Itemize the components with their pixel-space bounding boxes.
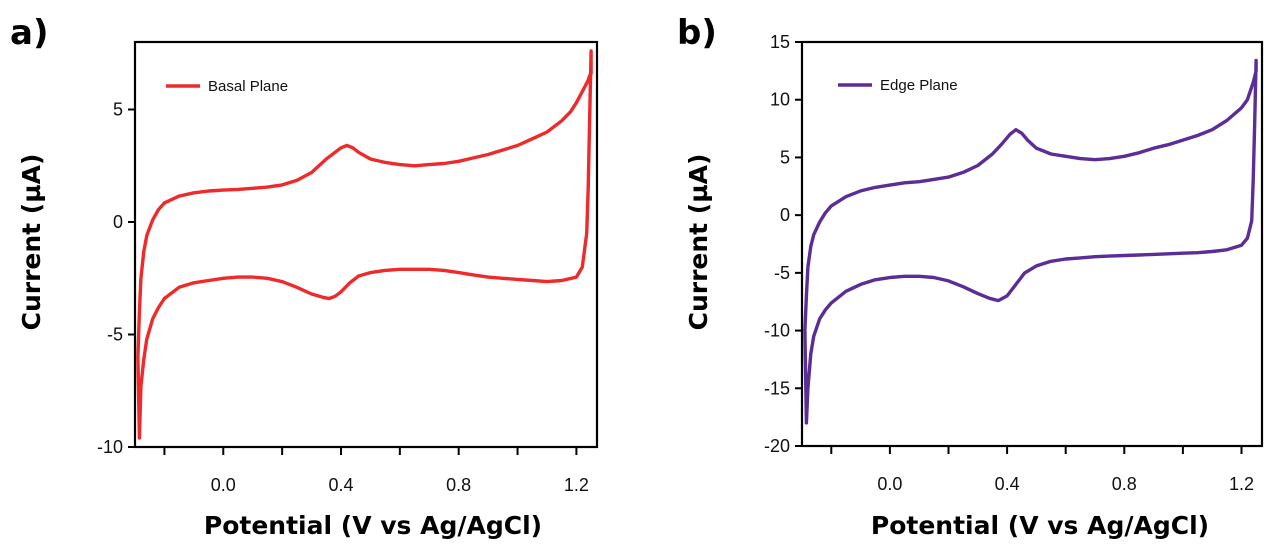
x-axis: 0.0 0.4 0.8 1.2 — [830, 446, 1254, 494]
legend-label: Basal Plane — [208, 78, 288, 95]
y-tick-label: 5 — [113, 100, 123, 120]
x-tick-label: 0.4 — [328, 475, 353, 495]
panel-label: b) — [677, 13, 717, 53]
panel-label: a) — [10, 13, 48, 53]
chart-panel-b: b) 0.0 0.4 0.8 1.2 -20 -15 -10 -5 0 5 10 15 Edge P… — [677, 13, 1264, 540]
x-tick-label: 1.2 — [564, 475, 589, 495]
y-tick-label: 0 — [780, 205, 790, 225]
y-tick-label: -20 — [764, 436, 790, 456]
y-axis: -10 -5 0 5 — [97, 100, 135, 457]
y-tick-label: 15 — [770, 32, 790, 52]
y-tick-label: 5 — [780, 147, 790, 167]
y-tick-label: -5 — [774, 263, 790, 283]
chart-panel-a: a) 0.0 0.4 0.8 1.2 -10 -5 0 5 Basal Plane Pote… — [10, 13, 599, 540]
y-tick-label: -10 — [764, 321, 790, 341]
plot-area — [136, 49, 593, 440]
x-tick-label: 0.8 — [1112, 474, 1137, 494]
plot-frame — [800, 40, 1264, 448]
plot-area — [803, 58, 1258, 425]
x-tick-label: 0.0 — [211, 475, 236, 495]
y-tick-label: -15 — [764, 378, 790, 398]
y-tick-label: 10 — [770, 90, 790, 110]
legend: Basal Plane — [166, 78, 288, 95]
y-axis-title: Current (µA) — [17, 154, 46, 331]
y-tick-label: -5 — [107, 325, 123, 345]
y-axis-title: Current (µA) — [684, 154, 713, 331]
x-tick-label: 0.0 — [877, 474, 902, 494]
x-axis-title: Potential (V vs Ag/AgCl) — [871, 511, 1209, 540]
y-tick-label: -10 — [97, 437, 123, 457]
x-tick-label: 0.4 — [995, 474, 1020, 494]
y-tick-label: 0 — [113, 212, 123, 232]
x-axis: 0.0 0.4 0.8 1.2 — [163, 447, 589, 495]
series-line — [803, 58, 1258, 425]
x-tick-label: 0.8 — [446, 475, 471, 495]
x-tick-label: 1.2 — [1229, 474, 1254, 494]
series-line — [136, 49, 593, 440]
y-axis: -20 -15 -10 -5 0 5 10 15 — [764, 32, 802, 456]
plot-frame — [133, 40, 599, 449]
legend-label: Edge Plane — [880, 77, 958, 94]
x-axis-title: Potential (V vs Ag/AgCl) — [204, 511, 542, 540]
legend: Edge Plane — [838, 77, 958, 94]
